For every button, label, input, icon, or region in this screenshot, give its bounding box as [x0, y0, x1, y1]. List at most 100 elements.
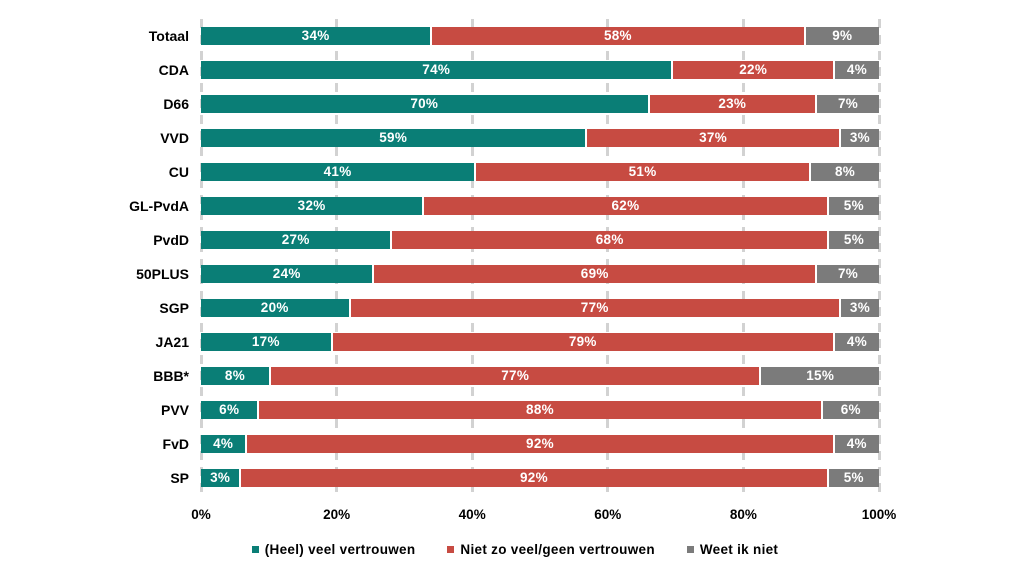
value-label: 8%	[834, 164, 856, 180]
bar-row: CU 41% 51% 8%	[0, 155, 1030, 189]
legend-label: Niet zo veel/geen vertrouwen	[460, 542, 655, 557]
bar-segment: 77%	[350, 299, 839, 317]
value-label: 92%	[519, 470, 548, 486]
value-label: 17%	[251, 334, 280, 350]
bar-segment: 58%	[432, 27, 804, 45]
value-label: 41%	[323, 164, 352, 180]
bar-row: GL-PvdA 32% 62% 5%	[0, 189, 1030, 223]
bar-segment: 34%	[201, 27, 431, 45]
value-label: 77%	[580, 300, 609, 316]
x-tick-label: 100%	[861, 507, 897, 522]
bar-segment: 15%	[761, 367, 879, 385]
value-label: 6%	[219, 402, 240, 418]
bar-segment: 20%	[201, 299, 349, 317]
bar-segment: 17%	[201, 333, 331, 351]
bar-track: 34% 58% 9%	[201, 27, 879, 45]
bar-row: Totaal 34% 58% 9%	[0, 19, 1030, 53]
bar-track: 20% 77% 3%	[201, 299, 879, 317]
value-label: 7%	[837, 266, 859, 282]
value-label: 3%	[210, 470, 231, 486]
category-label: CU	[168, 164, 189, 180]
legend-swatch	[686, 546, 694, 553]
value-label: 20%	[260, 300, 289, 316]
value-label: 79%	[568, 334, 597, 350]
category-label: PVV	[160, 402, 189, 418]
gridline	[741, 19, 745, 496]
bar-row: BBB* 8% 77% 15%	[0, 359, 1030, 393]
category-label: D66	[163, 96, 189, 112]
gridline	[606, 19, 610, 496]
value-label: 4%	[846, 436, 867, 452]
category-label: GL-PvdA	[129, 198, 189, 214]
bar-segment: 4%	[201, 435, 246, 453]
x-tick-label: 80%	[729, 507, 757, 522]
legend-item: Weet ik niet	[686, 542, 778, 557]
value-label: 59%	[379, 130, 408, 146]
value-label: 62%	[611, 198, 640, 214]
bar-segment: 8%	[201, 367, 269, 385]
bar-row: PvdD 27% 68% 5%	[0, 223, 1030, 257]
bar-segment: 74%	[201, 61, 672, 79]
bar-row: PVV 6% 88% 6%	[0, 393, 1030, 427]
bar-segment: 6%	[201, 401, 258, 419]
bar-segment: 3%	[840, 299, 879, 317]
gridline	[335, 19, 339, 496]
x-tick-label: 40%	[458, 507, 486, 522]
x-tick-label: 60%	[594, 507, 622, 522]
bar-segment: 5%	[828, 469, 879, 487]
bar-segment: 4%	[834, 61, 879, 79]
bar-track: 41% 51% 8%	[201, 163, 879, 181]
value-label: 4%	[846, 62, 868, 78]
bar-segment: 6%	[822, 401, 879, 419]
bar-segment: 24%	[201, 265, 373, 283]
value-label: 8%	[224, 368, 246, 384]
value-label: 5%	[843, 232, 865, 248]
category-label: SGP	[159, 300, 189, 316]
gridline	[877, 19, 881, 496]
bar-track: 4% 92% 4%	[201, 435, 879, 453]
legend-swatch	[447, 546, 455, 553]
bar-segment: 68%	[392, 231, 827, 249]
bar-segment: 70%	[201, 95, 648, 113]
bar-segment: 5%	[828, 231, 879, 249]
value-label: 34%	[301, 28, 330, 44]
value-label: 22%	[739, 62, 768, 78]
bar-track: 17% 79% 4%	[201, 333, 879, 351]
bar-segment: 9%	[805, 27, 879, 45]
value-label: 23%	[718, 96, 747, 112]
category-label: Totaal	[148, 28, 189, 44]
value-label: 15%	[806, 368, 835, 384]
bar-segment: 23%	[649, 95, 816, 113]
legend-swatch	[251, 546, 259, 553]
category-label: BBB*	[153, 368, 189, 384]
x-tick-label: 0%	[191, 507, 211, 522]
bar-track: 6% 88% 6%	[201, 401, 879, 419]
bar-segment: 69%	[374, 265, 816, 283]
bar-segment: 37%	[587, 129, 839, 147]
bar-segment: 4%	[834, 333, 879, 351]
legend: (Heel) veel vertrouwen Niet zo veel/geen …	[0, 542, 1030, 557]
value-label: 3%	[849, 300, 871, 316]
bar-segment: 79%	[332, 333, 833, 351]
category-label: 50PLUS	[136, 266, 189, 282]
value-label: 37%	[699, 130, 727, 146]
value-label: 5%	[843, 470, 864, 486]
legend-label: (Heel) veel vertrouwen	[264, 542, 416, 557]
bar-segment: 88%	[259, 401, 821, 419]
bar-segment: 8%	[811, 163, 879, 181]
bar-track: 3% 92% 5%	[201, 469, 879, 487]
bar-track: 24% 69% 7%	[201, 265, 879, 283]
legend-item: Niet zo veel/geen vertrouwen	[447, 542, 655, 557]
value-label: 88%	[526, 402, 554, 418]
bar-row: FvD 4% 92% 4%	[0, 427, 1030, 461]
legend-item: (Heel) veel vertrouwen	[251, 542, 416, 557]
category-label: VVD	[160, 130, 189, 146]
category-label: SP	[170, 470, 189, 486]
value-label: 9%	[832, 28, 853, 44]
value-label: 74%	[422, 62, 451, 78]
bar-row: SGP 20% 77% 3%	[0, 291, 1030, 325]
category-label: PvdD	[153, 232, 189, 248]
category-label: CDA	[158, 62, 189, 78]
value-label: 51%	[628, 164, 657, 180]
